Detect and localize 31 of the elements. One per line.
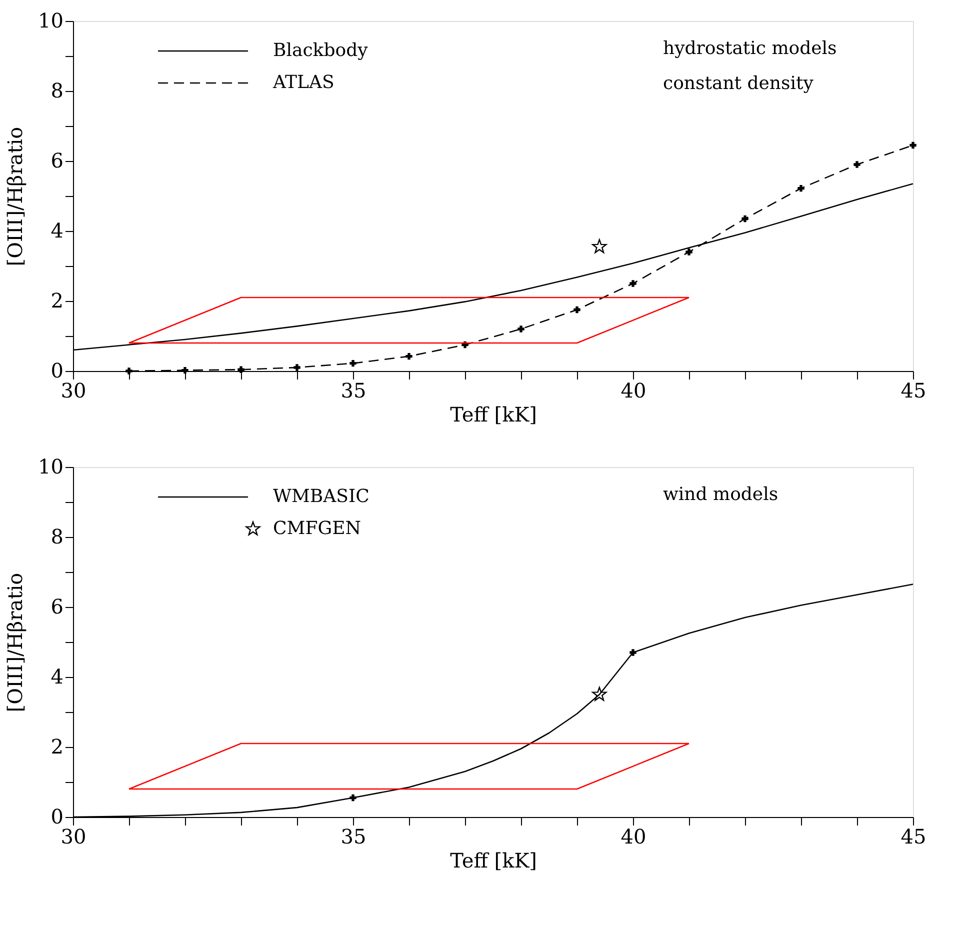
x-tick-label: 35 — [340, 824, 366, 848]
x-axis-title: Teff [kK] — [450, 848, 537, 872]
x-axis-title: Teff [kK] — [450, 402, 537, 426]
y-tick-label: 0 — [50, 804, 64, 828]
legend-label: Blackbody — [273, 40, 369, 61]
y-tick-label: 2 — [50, 734, 64, 758]
y-tick-label: 10 — [38, 8, 64, 32]
x-tick-label: 40 — [620, 824, 646, 848]
legend-label: WMBASIC — [273, 486, 370, 507]
x-tick-label: 45 — [900, 378, 926, 402]
x-tick-label: 40 — [620, 378, 646, 402]
y-tick-label: 10 — [38, 454, 64, 478]
y-tick-label: 4 — [50, 218, 64, 242]
y-tick-label: 6 — [50, 594, 64, 618]
x-tick-label: 30 — [60, 378, 86, 402]
y-tick-label: 8 — [50, 524, 64, 548]
annotation: constant density — [663, 73, 814, 94]
y-axis-title: [OIII]/Hβratio — [3, 126, 28, 266]
x-tick-label: 30 — [60, 824, 86, 848]
y-tick-label: 8 — [50, 78, 64, 102]
y-axis-title: [OIII]/Hβratio — [3, 572, 28, 712]
x-tick-label: 45 — [900, 824, 926, 848]
legend-label: ATLAS — [272, 72, 334, 93]
y-tick-label: 6 — [50, 148, 64, 172]
legend-label: CMFGEN — [273, 518, 361, 539]
y-tick-label: 4 — [50, 664, 64, 688]
x-tick-label: 35 — [340, 378, 366, 402]
annotation: hydrostatic models — [663, 38, 837, 59]
annotation: wind models — [663, 484, 778, 505]
y-tick-label: 0 — [50, 358, 64, 382]
y-tick-label: 2 — [50, 288, 64, 312]
